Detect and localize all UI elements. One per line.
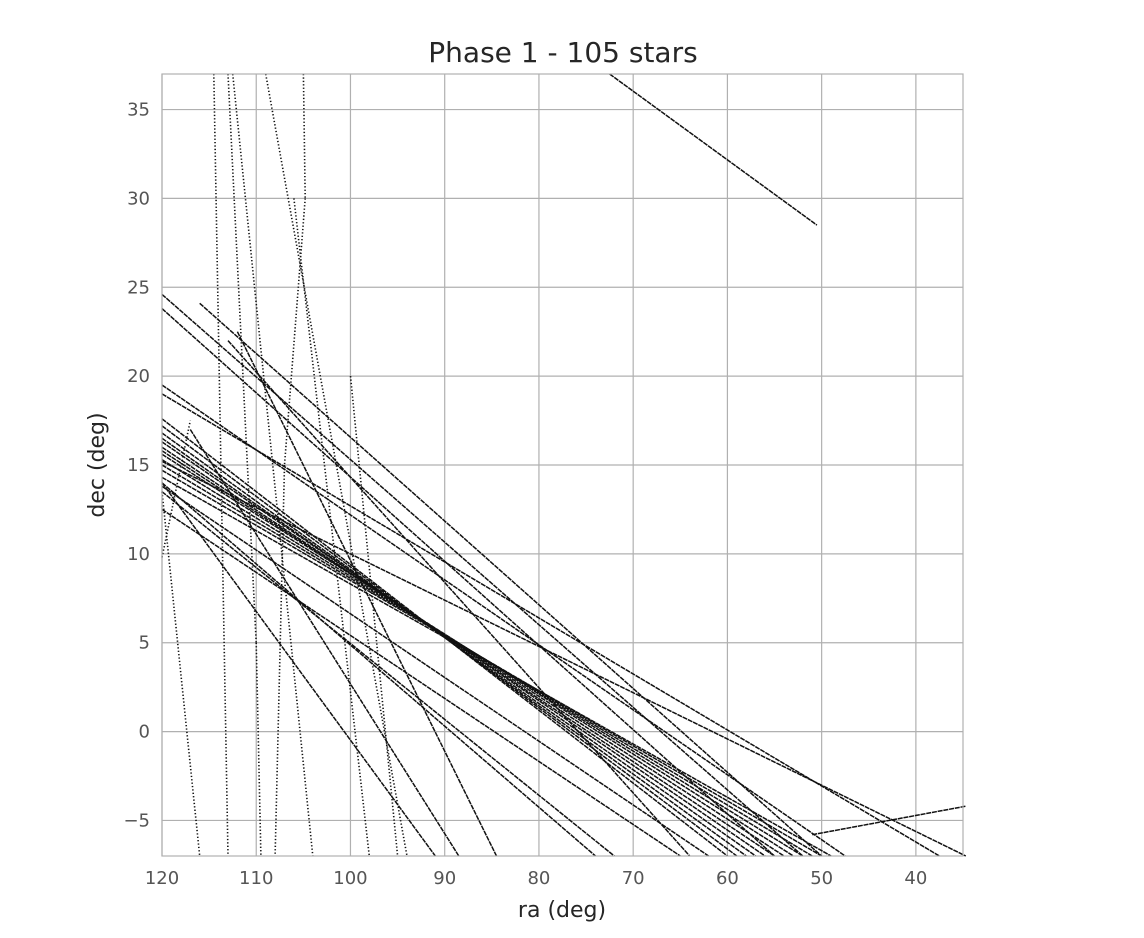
star-track <box>161 491 201 857</box>
y-axis-ticks: −5 0 5 10 15 20 25 30 35 <box>123 100 150 832</box>
y-tick-label: 0 <box>139 722 150 743</box>
x-tick-label: 40 <box>904 868 927 889</box>
star-track <box>161 460 967 857</box>
star-track <box>161 418 728 857</box>
x-tick-label: 110 <box>239 868 273 889</box>
star-track <box>161 420 192 558</box>
x-tick-label: 60 <box>716 868 739 889</box>
star-track <box>302 73 306 199</box>
y-tick-label: −5 <box>123 810 150 831</box>
star-track <box>199 302 823 857</box>
y-tick-label: 30 <box>127 188 150 209</box>
star-track <box>161 485 710 857</box>
chart-title: Phase 1 - 105 stars <box>428 36 697 69</box>
y-tick-label: 25 <box>127 277 150 298</box>
grid <box>161 74 963 856</box>
plot-area <box>161 73 967 857</box>
star-track <box>236 331 498 857</box>
star-track <box>609 73 818 226</box>
star-track <box>274 464 286 857</box>
star-track <box>161 293 804 857</box>
star-track <box>161 476 832 857</box>
star-track <box>189 429 460 857</box>
star-track <box>161 491 615 857</box>
star-track <box>161 508 681 857</box>
star-track <box>161 308 775 857</box>
star-track <box>161 384 846 857</box>
star-track <box>293 198 371 857</box>
y-axis-label: dec (deg) <box>85 412 110 517</box>
x-axis-ticks: 120 110 100 90 80 70 60 50 40 <box>145 868 928 889</box>
x-tick-label: 100 <box>333 868 367 889</box>
star-track <box>227 340 691 857</box>
x-axis-label: ra (deg) <box>518 898 606 923</box>
plot-frame <box>161 73 964 857</box>
y-tick-label: 5 <box>139 633 150 654</box>
star-track <box>812 805 966 836</box>
x-tick-label: 50 <box>810 868 833 889</box>
star-track <box>161 393 940 857</box>
star-track <box>161 446 775 857</box>
y-tick-label: 35 <box>127 100 150 121</box>
y-tick-label: 15 <box>127 455 150 476</box>
star-track <box>255 642 262 857</box>
y-tick-label: 20 <box>127 366 150 387</box>
y-tick-label: 10 <box>127 544 150 565</box>
star-track <box>349 376 399 857</box>
star-track <box>283 198 306 466</box>
star-track <box>161 482 436 857</box>
x-tick-label: 120 <box>145 868 179 889</box>
star-track <box>161 450 785 857</box>
star-track <box>213 73 229 857</box>
star-track <box>161 469 822 857</box>
star-track <box>161 482 596 857</box>
x-tick-label: 90 <box>433 868 456 889</box>
x-tick-label: 80 <box>527 868 550 889</box>
x-tick-label: 70 <box>622 868 645 889</box>
star-track <box>161 459 804 857</box>
star-track <box>161 425 738 857</box>
